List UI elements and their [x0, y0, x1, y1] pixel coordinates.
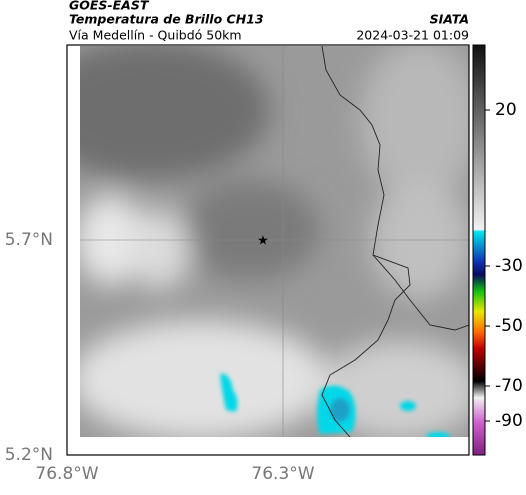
- source: SIATA: [430, 12, 469, 27]
- colorbar-tick-label: -30: [495, 256, 523, 276]
- subtitle: Temperatura de Brillo CH13: [69, 12, 264, 27]
- datetime: 2024-03-21 01:09: [356, 28, 469, 43]
- colorbar-tick-label: -70: [495, 376, 523, 396]
- colorbar-tick-label: -50: [495, 316, 523, 336]
- x-tick-label: 76.8°W: [35, 464, 98, 484]
- map-frame: [66, 44, 470, 456]
- y-tick-label: 5.2°N: [5, 445, 53, 465]
- x-tick-label: 76.3°W: [251, 464, 314, 484]
- y-tick-label: 5.7°N: [5, 230, 53, 250]
- title: GOES-EAST: [69, 0, 150, 13]
- colorbar-tick-label: -90: [495, 411, 523, 431]
- station-marker: ★: [257, 234, 269, 249]
- colorbar: [472, 44, 486, 456]
- colorbar-tick-label: 20: [495, 100, 517, 120]
- satellite-image: [80, 46, 469, 437]
- location: Vía Medellín - Quibdó 50km: [69, 28, 242, 43]
